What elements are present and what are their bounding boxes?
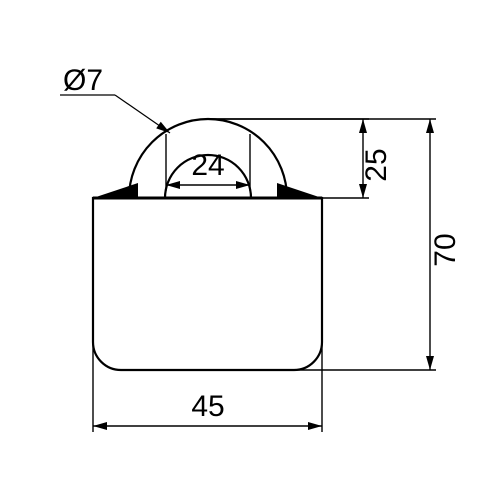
dim-shackle-inner-width: 24 bbox=[191, 149, 224, 182]
dim-overall-height: 70 bbox=[429, 233, 462, 266]
dim-shackle-height: 25 bbox=[360, 148, 393, 181]
body-shoulder-left bbox=[93, 183, 138, 198]
padlock-body bbox=[93, 198, 322, 370]
dim-body-width: 45 bbox=[191, 390, 224, 423]
body-shoulder-right bbox=[277, 183, 322, 198]
dim-shackle-diameter: Ø7 bbox=[63, 64, 103, 97]
padlock-dimension-drawing: Ø7 24 45 25 70 bbox=[0, 0, 500, 500]
